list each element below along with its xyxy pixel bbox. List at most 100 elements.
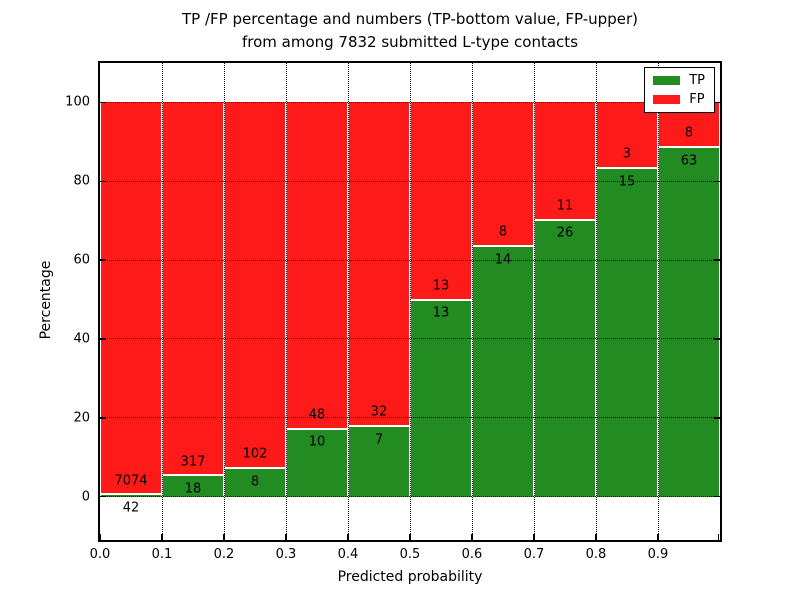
bar-segment-tp	[534, 219, 596, 497]
bar-segment-tp	[348, 425, 410, 497]
tp-count-label: 13	[432, 305, 450, 321]
x-tick-label: 0.9	[647, 547, 669, 562]
vertical-gridline	[161, 63, 163, 540]
bar-segment-tp	[658, 146, 720, 497]
x-axis-tick	[471, 534, 473, 540]
x-axis-tick	[595, 534, 597, 540]
chart-title-line1: TP /FP percentage and numbers (TP-bottom…	[182, 10, 638, 28]
x-axis-label: Predicted probability	[337, 569, 483, 585]
horizontal-gridline	[100, 259, 720, 261]
chart-title: TP /FP percentage and numbers (TP-bottom…	[182, 8, 638, 54]
y-axis-label: Percentage	[38, 260, 54, 340]
plot-area: TP FP 7074 42 317 18 102 8 48 10 32 7 13 13 8 14 11 26 3 1…	[98, 61, 722, 542]
fp-count-label: 8	[684, 125, 694, 141]
y-tick-label: 40	[73, 331, 90, 347]
bar-segment-tp	[286, 428, 348, 497]
x-axis-tick	[657, 534, 659, 540]
horizontal-gridline	[100, 338, 720, 340]
horizontal-gridline	[100, 180, 720, 182]
fp-count-label: 3	[622, 146, 632, 162]
fp-count-label: 11	[556, 198, 574, 214]
tp-count-label: 10	[308, 434, 326, 450]
y-axis-tick	[100, 495, 106, 498]
x-axis-tick	[223, 534, 225, 540]
y-axis-tick-right	[714, 338, 720, 340]
y-axis-tick	[100, 338, 106, 340]
x-axis-tick	[717, 534, 720, 540]
tp-count-label: 7	[374, 432, 384, 448]
bar-segment-fp	[348, 102, 410, 426]
tp-count-label: 63	[680, 153, 698, 169]
x-axis-tick	[161, 534, 163, 540]
tp-count-label: 14	[494, 252, 512, 268]
y-tick-label: 20	[73, 410, 90, 426]
horizontal-gridline	[100, 496, 720, 498]
y-axis-tick	[100, 101, 106, 104]
bar-segment-fp	[162, 102, 224, 476]
horizontal-gridline	[100, 101, 720, 103]
y-tick-label: 100	[65, 94, 90, 110]
bar-segment-fp	[534, 102, 596, 220]
tp-count-label: 15	[618, 174, 636, 190]
bar-segment-fp	[224, 102, 286, 468]
x-tick-label: 0.7	[523, 547, 545, 562]
bar-segment-tp	[410, 299, 472, 497]
x-axis-tick	[285, 534, 287, 540]
legend-row-fp: FP	[653, 93, 705, 106]
bar-segment-tp	[596, 168, 658, 497]
tp-count-label: 18	[184, 481, 202, 497]
y-axis-tick	[100, 417, 106, 419]
vertical-gridline	[657, 63, 659, 540]
x-axis-tick	[409, 534, 411, 540]
legend-swatch-fp	[653, 95, 681, 104]
bar-segment-fp	[100, 102, 162, 495]
bar-segment-tp	[472, 245, 534, 497]
x-tick-label: 0.4	[337, 547, 359, 562]
chart-title-line2: from among 7832 submitted L-type contact…	[241, 33, 579, 51]
x-tick-label: 0.8	[585, 547, 607, 562]
fp-count-label: 13	[432, 278, 450, 294]
x-tick-label: 0.3	[275, 547, 297, 562]
y-tick-label: 80	[73, 173, 90, 189]
bar-segment-fp	[596, 102, 658, 169]
fp-count-label: 32	[370, 404, 388, 420]
x-axis-tick	[533, 534, 535, 540]
y-axis-tick-right	[714, 417, 720, 419]
x-tick-label: 0.6	[461, 547, 483, 562]
legend-swatch-tp	[653, 76, 681, 85]
legend-label-tp: TP	[689, 73, 705, 88]
tp-count-label: 26	[556, 225, 574, 241]
y-axis-tick	[100, 180, 106, 182]
y-tick-label: 0	[81, 489, 90, 505]
y-axis-tick	[100, 259, 106, 261]
bar-segment-fp	[472, 102, 534, 246]
tp-count-label: 8	[250, 474, 260, 490]
bar-segment-tp	[224, 467, 286, 497]
x-tick-label: 0.0	[89, 547, 111, 562]
x-tick-label: 0.2	[213, 547, 235, 562]
vertical-gridline	[347, 63, 349, 540]
legend-row-tp: TP	[653, 74, 705, 87]
fp-count-label: 102	[242, 446, 268, 462]
vertical-gridline	[285, 63, 287, 540]
y-axis-tick-right	[714, 180, 720, 182]
legend: TP FP	[644, 67, 715, 113]
vertical-gridline	[595, 63, 597, 540]
x-tick-label: 0.5	[399, 547, 421, 562]
x-axis-tick	[99, 534, 101, 540]
legend-label-fp: FP	[689, 92, 705, 107]
fp-count-label: 7074	[114, 473, 148, 488]
fp-count-label: 8	[498, 224, 508, 240]
y-tick-label: 60	[73, 252, 90, 268]
y-axis-tick-right	[714, 259, 720, 261]
vertical-gridline	[471, 63, 473, 540]
vertical-gridline	[409, 63, 411, 540]
horizontal-gridline	[100, 417, 720, 419]
y-axis-tick-right	[714, 101, 720, 104]
vertical-gridline	[223, 63, 225, 540]
fp-count-label: 317	[180, 454, 206, 470]
x-axis-tick	[347, 534, 349, 540]
bar-segment-fp	[286, 102, 348, 429]
tp-count-label: 42	[122, 500, 140, 516]
